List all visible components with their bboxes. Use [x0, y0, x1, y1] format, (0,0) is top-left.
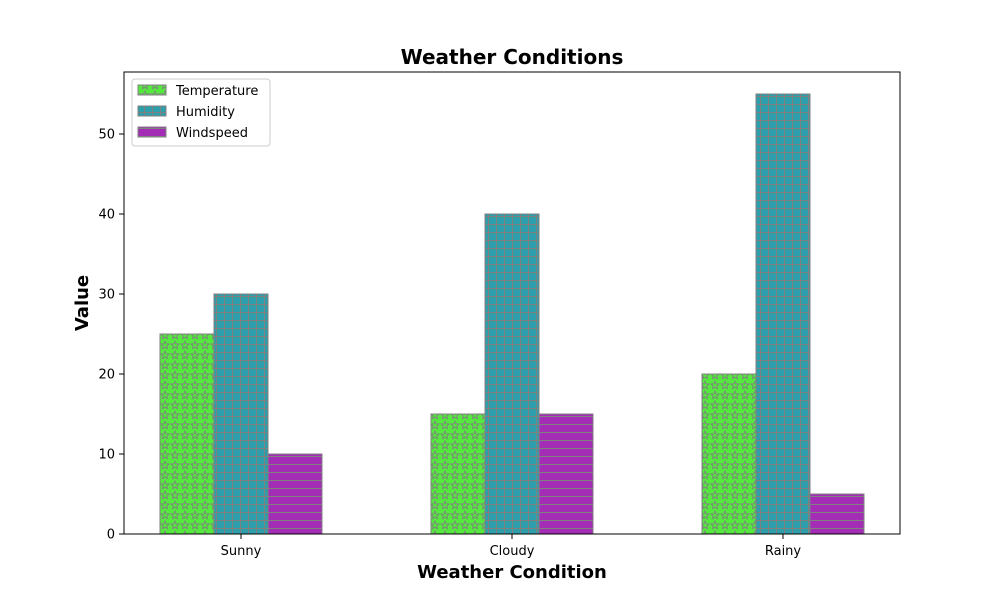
x-tick-label: Cloudy	[490, 544, 535, 559]
legend: Temperature Humidity Windspeed	[131, 78, 271, 147]
y-tick-label: 40	[98, 208, 115, 223]
bar-temperature-cloudy	[430, 413, 486, 535]
bar-windspeed-cloudy	[538, 413, 594, 535]
bar-temperature-rainy	[701, 373, 757, 535]
legend-label-temperature: Temperature	[175, 84, 258, 99]
bar-humidity-sunny	[213, 293, 269, 535]
legend-label-humidity: Humidity	[176, 105, 235, 120]
legend-swatch-humidity	[137, 105, 167, 117]
y-tick-label: 20	[98, 368, 115, 383]
bars-layer	[159, 93, 865, 535]
bar-temperature-sunny	[159, 333, 215, 535]
legend-swatch-temperature	[137, 84, 167, 96]
y-tick-label: 30	[98, 288, 115, 303]
legend-swatch-windspeed	[137, 126, 167, 138]
y-axis: 0 10 20 30 40 50	[98, 128, 124, 543]
bar-windspeed-rainy	[809, 493, 865, 535]
y-tick-label: 0	[107, 528, 115, 543]
y-axis-label: Value	[72, 275, 93, 331]
x-axis: Sunny Cloudy Rainy	[221, 534, 802, 559]
bar-humidity-cloudy	[484, 213, 540, 535]
x-tick-label: Rainy	[765, 544, 802, 559]
x-tick-label: Sunny	[221, 544, 262, 559]
y-tick-label: 50	[98, 128, 115, 143]
bar-windspeed-sunny	[267, 453, 323, 535]
x-axis-label: Weather Condition	[417, 562, 607, 583]
legend-label-windspeed: Windspeed	[176, 126, 248, 141]
y-tick-label: 10	[98, 448, 115, 463]
chart-title: Weather Conditions	[401, 45, 624, 69]
bar-humidity-rainy	[755, 93, 811, 535]
